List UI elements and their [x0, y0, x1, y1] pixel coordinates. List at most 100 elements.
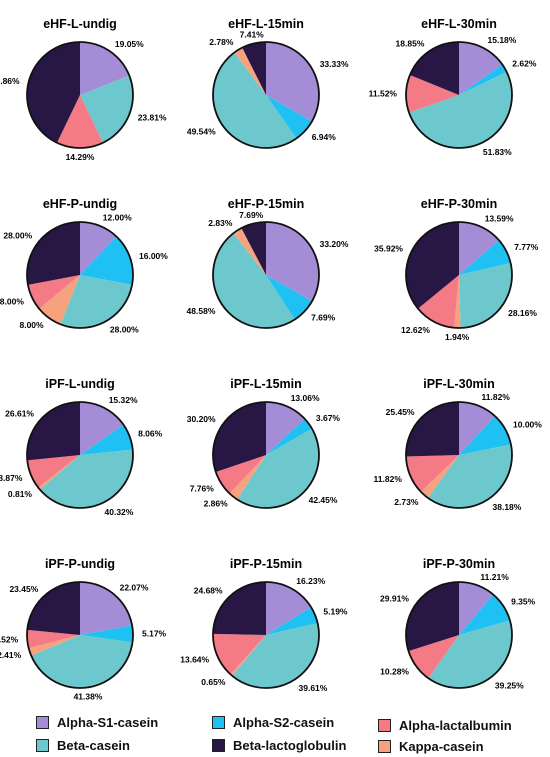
pie-slice-beta-lactoglobulin: [405, 222, 459, 309]
pie-slice-alpha-s2-casein: [459, 415, 511, 455]
slice-label: 10.28%: [380, 667, 409, 677]
pie-outline: [405, 41, 513, 149]
pie-slice-beta-casein: [427, 444, 513, 509]
slice-label: 38.18%: [493, 502, 522, 512]
slice-label: 42.45%: [309, 495, 338, 505]
slice-label: 2.86%: [204, 499, 229, 509]
pie-title: iPF-L-15min: [230, 377, 302, 391]
slice-label: 28.00%: [110, 324, 139, 334]
legend-label: Beta-casein: [57, 738, 130, 753]
slice-label: 13.64%: [180, 655, 209, 665]
slice-label: 35.92%: [374, 244, 403, 254]
pie-outline: [212, 581, 320, 689]
pie-slice-alpha-s2-casein: [80, 625, 133, 643]
pie-outline: [26, 41, 134, 149]
pie-slice-alpha-s2-casein: [80, 424, 133, 455]
pie-slice-beta-lactoglobulin: [213, 582, 266, 635]
slice-label: 5.17%: [142, 629, 167, 639]
slice-label: 25.45%: [386, 407, 415, 417]
slice-label: 6.94%: [312, 132, 337, 142]
legend-item-alpha-lactalbumin: Alpha-lactalbumin: [378, 718, 512, 733]
legend-swatch-alpha-lactalbumin: [378, 719, 391, 732]
slice-label: 23.45%: [9, 584, 38, 594]
slice-label: 30.20%: [187, 414, 216, 424]
legend-swatch-alpha-s1-casein: [36, 716, 49, 729]
pie-slice-alpha-s1-casein: [459, 42, 503, 95]
pie-ehf-l-30min: eHF-L-30min 15.18% 2.62% 51.83% 11.52% 18.85%: [369, 17, 537, 157]
slice-label: 1.94%: [445, 332, 470, 342]
pie-ehf-p-15min: eHF-P-15min 33.20% 7.69% 48.58% 2.83% 7.69%: [187, 197, 349, 329]
pie-slice-beta-lactoglobulin: [242, 42, 266, 95]
pie-slice-kappa-casein: [420, 455, 459, 498]
pie-title: eHF-P-30min: [421, 197, 497, 211]
slice-label: 8.00%: [0, 296, 24, 306]
slice-label: 51.83%: [483, 147, 512, 157]
pie-slice-alpha-lactalbumin: [417, 275, 459, 328]
pie-slice-alpha-s1-casein: [266, 42, 319, 122]
slice-label: 7.77%: [514, 242, 539, 252]
legend-label: Kappa-casein: [399, 739, 484, 754]
slice-label: 5.52%: [0, 635, 19, 645]
pie-slice-beta-casein: [213, 52, 297, 148]
pie-ehf-l-15min: eHF-L-15min 33.33% 6.94% 49.54% 2.78% 7.41%: [187, 17, 349, 149]
slice-label: 14.29%: [66, 152, 95, 162]
legend-swatch-kappa-casein: [378, 740, 391, 753]
pie-slice-alpha-s2-casein: [266, 607, 318, 635]
slice-label: 26.61%: [5, 408, 34, 418]
pie-ipf-l-15min: iPF-L-15min 13.06% 3.67% 42.45% 2.86% 7.76% 30…: [187, 377, 340, 509]
slice-label: 13.06%: [291, 393, 320, 403]
pie-ipf-p-15min: iPF-P-15min 16.23% 5.19% 39.61% 0.65% 13.64% 2…: [180, 557, 348, 693]
pie-title: eHF-L-15min: [228, 17, 304, 31]
pie-title: eHF-L-undig: [43, 17, 117, 31]
pie-slice-beta-lactoglobulin: [212, 402, 266, 473]
legend-label: Alpha-S2-casein: [233, 715, 335, 730]
slice-label: 12.00%: [103, 212, 132, 222]
slice-label: 28.00%: [3, 231, 32, 241]
pie-ipf-p-undig: iPF-P-undig 22.07% 5.17% 41.38% 2.41% 5.52% 23…: [0, 557, 167, 702]
slice-label: 24.68%: [194, 586, 223, 596]
pie-slice-alpha-s2-casein: [459, 64, 507, 95]
pie-ehf-p-30min: eHF-P-30min 13.59% 7.77% 28.16% 1.94% 12.62% 3…: [374, 197, 539, 342]
slice-label: 7.69%: [311, 313, 336, 323]
slice-label: 28.16%: [508, 308, 537, 318]
slice-label: 41.38%: [74, 692, 103, 702]
pie-slice-alpha-lactalbumin: [57, 95, 103, 149]
pie-slice-alpha-s2-casein: [80, 236, 133, 285]
pie-slice-alpha-s2-casein: [266, 95, 312, 139]
slice-label: 49.54%: [187, 126, 216, 136]
pie-slice-alpha-s1-casein: [459, 402, 495, 455]
legend-label: Beta-lactoglobulin: [233, 738, 347, 753]
pie-slice-beta-casein: [428, 620, 512, 689]
pie-slice-alpha-lactalbumin: [212, 633, 266, 675]
pie-title: iPF-P-30min: [423, 557, 495, 571]
slice-label: 33.20%: [320, 239, 349, 249]
legend-item-beta-casein: Beta-casein: [36, 738, 130, 753]
slice-label: 7.76%: [190, 484, 215, 494]
pie-slice-alpha-s2-casein: [266, 275, 313, 320]
slice-label: 8.00%: [19, 320, 44, 330]
legend-item-kappa-casein: Kappa-casein: [378, 739, 484, 754]
slice-label: 0.81%: [8, 489, 33, 499]
slice-label: 48.58%: [187, 306, 216, 316]
legend-item-alpha-s1-casein: Alpha-S1-casein: [36, 715, 158, 730]
pie-slice-kappa-casein: [233, 228, 266, 275]
slice-label: 39.61%: [299, 683, 328, 693]
pie-slice-kappa-casein: [38, 455, 80, 490]
pie-slice-beta-casein: [80, 75, 134, 143]
pie-ipf-l-30min: iPF-L-30min11.82%10.00%38.18%2.73%11.82%…: [374, 377, 543, 512]
slice-label: 0.65%: [201, 677, 226, 687]
pie-outline: [405, 581, 513, 689]
pie-slice-kappa-casein: [230, 635, 266, 676]
slice-label: 2.83%: [208, 218, 233, 228]
pie-slice-alpha-s1-casein: [80, 402, 124, 455]
slice-label: 2.73%: [394, 497, 419, 507]
slice-label: 2.78%: [209, 37, 234, 47]
slice-label: 7.69%: [239, 210, 264, 220]
pie-outline: [405, 221, 513, 329]
pie-slice-kappa-casein: [229, 455, 266, 500]
pie-outline: [26, 221, 134, 329]
slice-label: 7.41%: [240, 30, 265, 40]
